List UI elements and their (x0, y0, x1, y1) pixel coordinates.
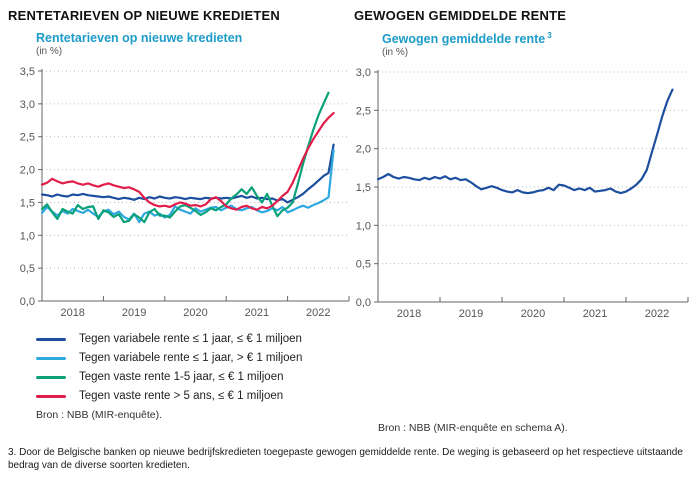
page-footnote: 3. Door de Belgische banken op nieuwe be… (8, 447, 683, 471)
right-panel-heading: GEWOGEN GEMIDDELDE RENTE (354, 8, 567, 23)
svg-text:2,5: 2,5 (356, 105, 371, 117)
line-swatch-dark-blue (36, 337, 66, 341)
right-chart-panel: GEWOGEN GEMIDDELDE RENTE Gewogen gemidde… (352, 6, 698, 434)
left-chart-source: Bron : NBB (MIR-enquête). (36, 409, 163, 421)
legend-label: Tegen vaste rente 1-5 jaar, ≤ € 1 miljoe… (79, 371, 284, 383)
left-chart-title: Rentetarieven op nieuwe kredieten (36, 31, 243, 45)
svg-text:2,0: 2,0 (356, 144, 371, 156)
svg-text:0,5: 0,5 (20, 263, 35, 275)
right-chart-title: Gewogen gemiddelde rente 3 (382, 31, 698, 46)
right-chart-unit: (in %) (382, 47, 409, 59)
svg-text:1,0: 1,0 (356, 220, 371, 232)
svg-text:2021: 2021 (245, 307, 269, 319)
left-chart-unit: (in %) (36, 46, 63, 57)
footnote-marker: 3 (547, 31, 552, 40)
svg-text:3,0: 3,0 (356, 67, 371, 79)
svg-text:2,5: 2,5 (20, 132, 35, 144)
svg-text:2020: 2020 (183, 307, 207, 319)
right-line-chart: 0,0 0,5 1,0 1,5 2,0 2,5 3,0 2018 2019 2020 2021 202… (356, 67, 689, 320)
right-chart-title-text: Gewogen gemiddelde rente (382, 32, 546, 47)
legend-item: Tegen vaste rente 1-5 jaar, ≤ € 1 miljoe… (36, 371, 352, 383)
svg-text:3,0: 3,0 (20, 99, 35, 111)
right-chart-source: Bron : NBB (MIR-enquête en schema A). (378, 422, 568, 435)
svg-text:2018: 2018 (60, 307, 84, 319)
line-swatch-red (36, 394, 66, 398)
svg-text:1,5: 1,5 (20, 197, 35, 209)
svg-text:2019: 2019 (122, 307, 146, 319)
svg-text:1,5: 1,5 (356, 182, 371, 194)
legend-label: Tegen vaste rente > 5 ans, ≤ € 1 miljoen (79, 390, 284, 402)
svg-text:1,0: 1,0 (20, 230, 35, 242)
svg-text:0,0: 0,0 (356, 297, 371, 309)
svg-text:2021: 2021 (583, 308, 607, 320)
line-swatch-light-blue (36, 356, 66, 360)
legend-label: Tegen variabele rente ≤ 1 jaar, > € 1 mi… (79, 352, 303, 364)
svg-text:0,5: 0,5 (356, 259, 371, 271)
left-chart-panel: RENTETARIEVEN OP NIEUWE KREDIETEN Rentet… (6, 6, 352, 421)
left-chart-legend: Tegen variabele rente ≤ 1 jaar, ≤ € 1 mi… (36, 333, 352, 402)
svg-text:2022: 2022 (306, 307, 330, 319)
svg-text:3,5: 3,5 (20, 66, 35, 78)
svg-text:2020: 2020 (521, 308, 545, 320)
svg-text:0,0: 0,0 (20, 296, 35, 308)
line-swatch-green (36, 375, 66, 379)
left-line-chart: 0,0 0,5 1,0 1,5 2,0 2,5 3,0 3,5 2018 2019 2020 2021… (20, 66, 350, 319)
svg-text:2019: 2019 (459, 308, 483, 320)
legend-item: Tegen vaste rente > 5 ans, ≤ € 1 miljoen (36, 390, 352, 402)
svg-text:2,0: 2,0 (20, 165, 35, 177)
legend-item: Tegen variabele rente ≤ 1 jaar, > € 1 mi… (36, 352, 352, 364)
left-panel-heading: RENTETARIEVEN OP NIEUWE KREDIETEN (8, 8, 280, 23)
legend-item: Tegen variabele rente ≤ 1 jaar, ≤ € 1 mi… (36, 333, 352, 345)
legend-label: Tegen variabele rente ≤ 1 jaar, ≤ € 1 mi… (79, 333, 302, 345)
svg-text:2018: 2018 (397, 308, 421, 320)
svg-text:2022: 2022 (645, 308, 669, 320)
